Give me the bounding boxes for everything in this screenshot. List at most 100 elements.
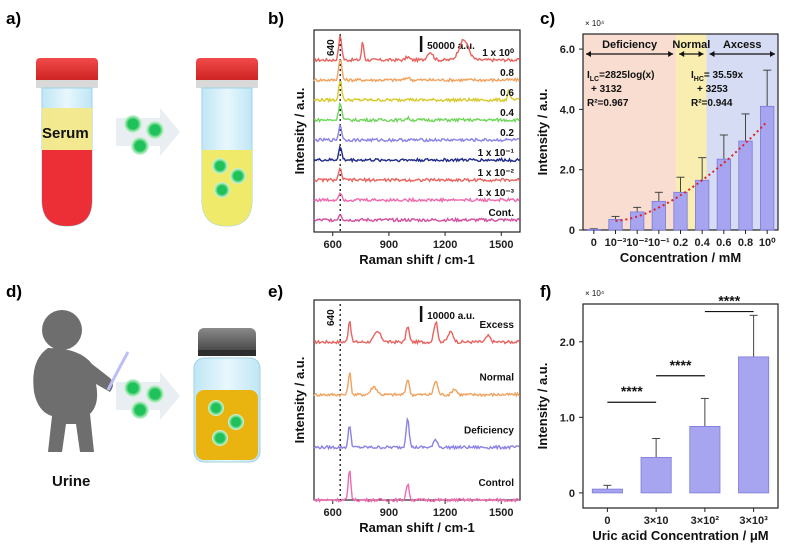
y-tick-label: 6.0 [560, 44, 575, 56]
x-tick-label: 0.4 [695, 237, 711, 249]
spectrum-label: Excess [480, 320, 515, 331]
urine-label: Urine [52, 473, 90, 490]
panel-label-f: f) [540, 282, 551, 301]
bar [695, 179, 710, 231]
raman-spectra-serum: 600 900 1200 1500 Raman shift / cm-1 Intensit… [292, 29, 521, 267]
x-tick-label: 900 [380, 507, 398, 519]
significance-label: **** [670, 357, 692, 373]
x-tick-label: 10⁻¹ [648, 237, 670, 249]
x-tick-label: 0.8 [738, 237, 753, 249]
spectrum-label: Control [478, 478, 514, 489]
x-tick-label: 1500 [489, 507, 513, 519]
bar [591, 488, 623, 494]
significance-label: **** [621, 383, 643, 399]
equation-low: ILC=2825log(x) [587, 70, 654, 83]
plot-frame [313, 29, 521, 233]
x-tick-label: 3×10³ [739, 515, 768, 527]
spectrum-label: 1 x 10⁻² [478, 168, 515, 179]
spectrum-line [313, 59, 521, 83]
spectrum-line [313, 320, 521, 346]
region-label: Normal [672, 39, 710, 51]
x-tick-label: 0.2 [673, 237, 688, 249]
x-tick-label: 600 [324, 507, 342, 519]
spectrum-line [313, 214, 521, 223]
spectrum-label: 1 x 10⁰ [482, 48, 514, 59]
spectrum-line [313, 416, 520, 451]
bar [640, 456, 672, 494]
fit-curve [615, 120, 768, 222]
y-tick-label: 2.0 [560, 337, 575, 349]
spectrum-label: 0.8 [500, 68, 514, 79]
arrow-nanoparticles-d [116, 372, 180, 420]
x-tick-label: 10⁻² [626, 237, 648, 249]
equation-high-intercept: + 3253 [697, 84, 728, 95]
panel-label-e: e) [268, 282, 283, 301]
spectrum-label: 1 x 10⁻³ [478, 188, 515, 199]
spectrum-line [313, 192, 521, 204]
y-tick-label: 4.0 [560, 104, 575, 116]
peak-marker-label: 640 [326, 39, 337, 56]
y-tick-label: 0 [569, 488, 575, 500]
significance-label: **** [718, 293, 740, 309]
bar [630, 211, 645, 231]
calibration-bar-chart: Deficiency Normal Axcess 0 2.0 4.0 6.0 × 10⁴ Int… [535, 19, 779, 265]
equation-low-r2: R²=0.967 [587, 98, 629, 109]
spectrum-label: Deficiency [464, 425, 514, 436]
child-silhouette-icon [33, 310, 113, 452]
spectrum-line [313, 35, 521, 64]
y-axis-label: Intensity / a.u. [535, 363, 550, 450]
panel-label-d: d) [6, 282, 22, 301]
x-axis-label: Concentration / mM [620, 250, 741, 265]
region-arrowhead [679, 51, 704, 57]
spectrum-label: Normal [480, 373, 515, 384]
equation-low-intercept: + 3132 [591, 84, 622, 95]
urine-stream [106, 351, 130, 391]
serum-tube-illustration: Serum [36, 58, 98, 227]
bar [608, 219, 623, 231]
spectrum-label: Cont. [488, 208, 514, 219]
spectrum-line [313, 167, 521, 184]
y-axis-label: Intensity / a.u. [535, 89, 550, 176]
x-tick-label: 10⁻³ [605, 237, 627, 249]
y-tick-label: 1.0 [560, 412, 575, 424]
bar [738, 140, 753, 231]
arrow-nanoparticles-a [116, 108, 180, 156]
x-tick-label: 900 [380, 239, 398, 251]
urine-vial-illustration [193, 328, 261, 463]
y-tick-label: 2.0 [560, 165, 575, 177]
spectrum-line [313, 123, 520, 143]
x-tick-label: 3×10² [691, 515, 720, 527]
scale-bar-label: 50000 a.u. [427, 41, 475, 52]
x-tick-label: 0 [591, 237, 597, 249]
mixed-tube-illustration [196, 58, 258, 227]
x-tick-label: 600 [324, 239, 342, 251]
spectrum-label: 1 x 10⁻¹ [478, 148, 515, 159]
panel-label-c: c) [540, 9, 555, 28]
spectrum-line [313, 470, 520, 504]
region-label: Deficiency [602, 39, 658, 51]
spectrum-label: 0.6 [500, 88, 514, 99]
spectrum-line [313, 145, 520, 164]
bar [716, 158, 731, 231]
y-axis-label: Intensity / a.u. [292, 88, 307, 175]
bar [689, 425, 721, 494]
spectrum-label: 0.2 [500, 128, 514, 139]
x-axis-label: Raman shift / cm-1 [359, 520, 475, 535]
x-tick-label: 1200 [433, 239, 457, 251]
bar [760, 105, 775, 231]
spectrum-line [313, 101, 520, 124]
equation-high-r2: R²=0.944 [691, 98, 733, 109]
panel-label-a: a) [6, 9, 21, 28]
spectrum-label: 0.4 [500, 108, 514, 119]
y-axis-label: Intensity / a.u. [292, 357, 307, 444]
panel-label-b: b) [268, 9, 284, 28]
scale-bar-label: 10000 a.u. [427, 311, 475, 322]
region-label: Axcess [723, 39, 762, 51]
serum-label: Serum [42, 125, 89, 142]
region-background [583, 34, 677, 230]
plot-frame [582, 303, 779, 509]
y-tick-label: 0 [569, 225, 575, 237]
x-tick-label: 3×10 [644, 515, 669, 527]
peak-marker-label: 640 [326, 309, 337, 326]
